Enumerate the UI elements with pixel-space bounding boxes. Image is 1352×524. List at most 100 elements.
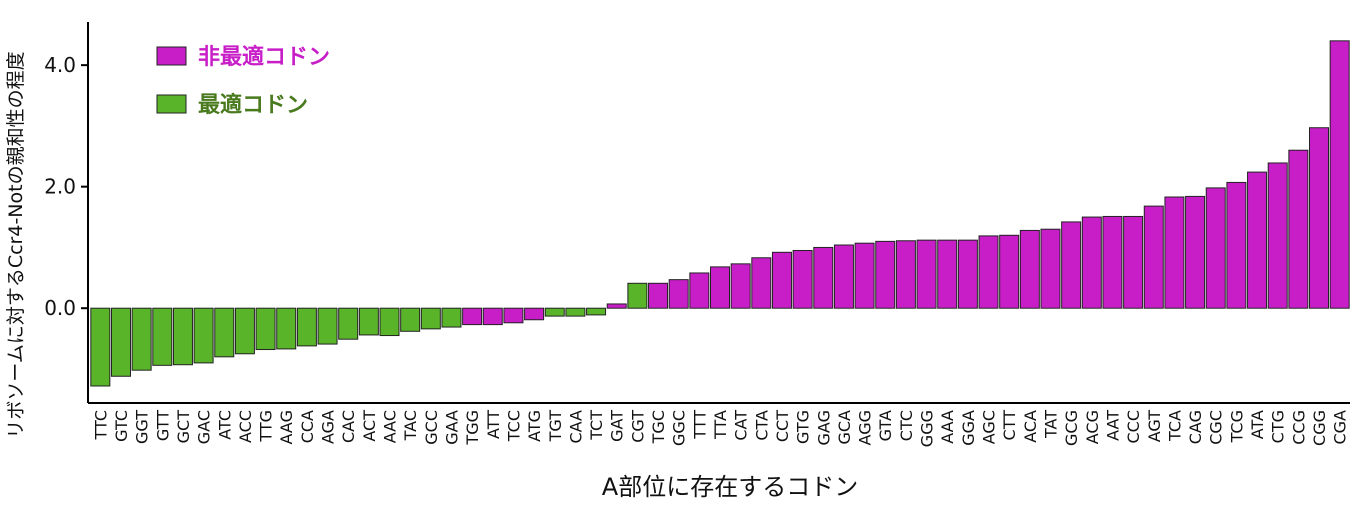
y-tick-label: 4.0 [44,53,76,77]
y-tick-label: 2.0 [44,175,76,199]
x-tick-label: GGG [918,410,937,447]
x-tick-label: TTA [711,410,730,440]
bar [1247,171,1268,309]
bar [730,263,751,309]
x-tick-label: GTA [876,410,895,441]
x-tick-label: CTC [897,410,916,441]
x-tick-label: CGT [628,410,647,443]
bar [1267,162,1288,309]
x-tick-label: ACT [360,410,379,442]
y-tick-label: 0.0 [44,296,76,320]
legend-swatch [156,94,187,114]
bar [771,251,792,309]
bar [1102,215,1123,309]
bar [709,266,731,309]
bar [751,257,772,309]
bar [833,244,854,309]
x-tick-label: TGG [463,410,482,446]
bar [90,307,111,387]
bar [338,307,359,340]
bar [255,307,276,351]
x-tick-label: AAT [1103,410,1122,441]
x-tick-label: CCC [1124,410,1143,444]
bar [1185,195,1206,309]
bar [565,307,586,317]
bar [1019,229,1040,309]
x-tick-label: GTG [794,410,813,444]
bar [482,307,503,326]
x-tick-label: TGT [546,410,565,443]
x-tick-label: TTC [91,410,110,441]
x-tick-label: GTT [153,410,172,441]
bar [1123,215,1144,309]
legend-swatch [156,46,187,66]
bar [1081,216,1102,309]
bar [131,307,152,371]
x-tick-label: GAT [608,410,627,442]
bar [1329,40,1350,309]
x-tick-label: GAG [814,410,833,445]
x-tick-label: GCA [835,410,854,445]
x-tick-label: CAG [1186,410,1205,444]
bar [1205,187,1226,309]
bar [689,272,710,309]
bar [172,307,193,366]
bar [110,307,131,377]
x-tick-label: GGT [133,410,152,444]
x-tick-label: ACC [236,410,255,443]
bar [544,307,565,317]
bar [276,307,297,350]
x-tick-label: ACA [1021,410,1040,443]
bar [586,307,607,316]
x-tick-label: GAA [442,410,461,445]
x-tick-label: TTT [690,410,709,440]
bar [524,307,545,321]
x-tick-label: CGA [1331,410,1350,445]
bar [668,279,689,309]
bar [1040,228,1061,309]
x-tick-label: ATC [215,410,234,440]
bar [441,307,462,328]
bar [420,307,441,330]
bar [895,240,916,309]
bar [937,239,958,309]
x-tick-label: TCT [587,410,606,441]
x-tick-label: CTA [752,410,771,441]
x-tick-label: AGA [319,410,338,444]
x-tick-label: CCT [773,410,792,442]
legend-label: 最適コドン [198,92,308,118]
x-tick-label: CCA [298,410,317,443]
legend-label: 非最適コドン [198,44,330,70]
x-tick-label: TCA [1165,410,1184,442]
bar [296,307,317,347]
x-tick-label: TTG [257,410,276,443]
x-tick-label: CCG [1289,410,1308,445]
bar [400,307,421,332]
x-tick-label: CTT [1000,410,1019,441]
bar [792,249,813,309]
bar [503,307,524,324]
bar [234,307,255,355]
x-tick-label: ATT [484,410,503,439]
x-tick-label: TGC [649,410,668,444]
x-tick-label: TAT [1041,410,1060,439]
bar [317,307,338,345]
bar [978,235,999,309]
bar [462,307,483,326]
x-tick-label: AGG [856,410,875,445]
bar [1226,181,1247,309]
bar [1288,149,1309,309]
x-tick-label: GGC [670,410,689,446]
bar [627,282,648,309]
x-tick-label: CAT [732,410,751,441]
x-tick-label: AAG [277,410,296,444]
bar [214,307,235,358]
x-tick-label: TAC [401,410,420,441]
bar [1061,221,1082,309]
x-tick-label: GCT [174,410,193,444]
x-tick-label: GCG [1062,410,1081,446]
bar [854,242,875,309]
x-tick-label: GGA [959,410,978,446]
bar [152,307,173,366]
